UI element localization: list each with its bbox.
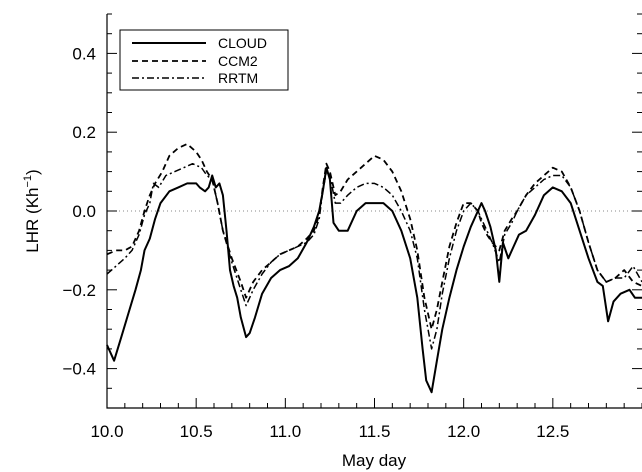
y-tick-label: 0.4 bbox=[72, 44, 96, 63]
legend-label-rrtm: RRTM bbox=[218, 70, 258, 86]
legend-label-ccm2: CCM2 bbox=[218, 53, 258, 69]
y-tick-label: 0.0 bbox=[72, 202, 96, 221]
x-tick-label: 12.5 bbox=[536, 422, 569, 441]
series-line-cloud bbox=[106, 166, 642, 394]
x-tick-label: 10.0 bbox=[90, 422, 123, 441]
x-tick-label: 12.0 bbox=[447, 422, 480, 441]
y-tick-label: −0.4 bbox=[62, 360, 96, 379]
x-tick-label: 10.5 bbox=[180, 422, 213, 441]
y-axis-title-superscript: −1 bbox=[22, 175, 34, 188]
legend-label-cloud: CLOUD bbox=[218, 35, 267, 51]
y-tick-label: −0.2 bbox=[62, 281, 96, 300]
legend-box bbox=[119, 29, 289, 91]
y-axis-title: LHR (Kh−1) bbox=[22, 169, 42, 252]
legend: CLOUD CCM2 RRTM bbox=[119, 29, 289, 91]
x-tick-label: 11.0 bbox=[269, 422, 301, 441]
y-tick-label: 0.2 bbox=[72, 123, 96, 142]
x-axis-ticks: 10.0 10.5 11.0 11.5 12.0 12.5 bbox=[90, 398, 642, 441]
y-axis-ticks: −0.4 −0.2 0.0 0.2 0.4 bbox=[62, 13, 642, 409]
x-tick-label: 11.5 bbox=[359, 422, 391, 441]
series-line-rrtm bbox=[106, 162, 642, 350]
y-axis-title-close: ) bbox=[23, 169, 42, 175]
series-layer bbox=[106, 143, 642, 394]
x-axis-title: May day bbox=[342, 451, 407, 470]
y-axis-title-main: LHR (Kh bbox=[23, 188, 42, 253]
series-line-ccm2 bbox=[106, 143, 642, 331]
